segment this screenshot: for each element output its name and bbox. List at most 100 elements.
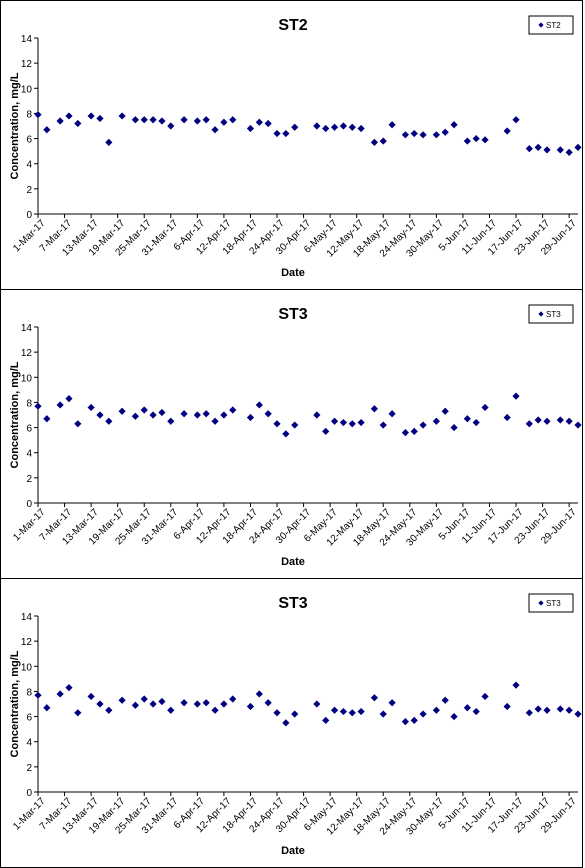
data-point (450, 712, 458, 721)
data-point (565, 417, 573, 425)
data-point (34, 402, 42, 410)
data-point (140, 116, 148, 124)
data-point (149, 411, 157, 419)
data-point (401, 718, 409, 726)
data-point (556, 416, 564, 424)
data-point (131, 701, 139, 709)
y-tick-label: 4 (26, 449, 32, 460)
data-point (379, 710, 387, 718)
data-point (56, 690, 64, 698)
data-point (211, 126, 219, 134)
x-axis-label: Date (281, 556, 305, 568)
data-point (229, 695, 237, 703)
data-point (472, 707, 480, 716)
data-point (96, 114, 104, 123)
data-point (255, 118, 263, 126)
data-point (220, 118, 228, 126)
y-tick-label: 0 (26, 210, 32, 221)
legend-box (528, 593, 574, 613)
legend-label: ST3 (546, 310, 561, 319)
data-point (330, 706, 339, 714)
data-point (503, 127, 511, 135)
y-tick-label: 2 (26, 474, 32, 485)
data-point (348, 123, 356, 131)
data-point (503, 413, 511, 422)
data-point (273, 420, 281, 428)
data-point (291, 123, 299, 131)
data-point (105, 417, 113, 425)
data-point (410, 129, 418, 138)
y-tick-label: 4 (26, 738, 32, 749)
data-point (357, 418, 365, 427)
data-point (246, 702, 255, 711)
data-point (401, 131, 409, 139)
data-point (379, 137, 387, 145)
data-point (96, 411, 104, 419)
data-point (410, 716, 418, 724)
data-point (74, 119, 82, 128)
data-point (255, 690, 263, 698)
data-point (87, 692, 95, 701)
data-point (543, 706, 551, 714)
data-point (388, 121, 396, 129)
data-point (193, 700, 201, 708)
data-point (339, 707, 348, 716)
data-point (441, 128, 449, 136)
data-point (481, 136, 489, 144)
data-point (180, 410, 188, 418)
data-point (158, 408, 166, 417)
data-point (574, 421, 582, 429)
chart-svg: ST3024681012141-Mar-177-Mar-1713-Mar-171… (9, 593, 582, 857)
data-point (220, 700, 228, 708)
data-point (512, 392, 520, 400)
y-tick-label: 12 (21, 348, 33, 359)
data-point (348, 420, 356, 428)
data-point (43, 415, 51, 423)
data-point (441, 696, 449, 704)
data-point (370, 138, 378, 146)
data-point (472, 418, 480, 427)
y-tick-label: 12 (21, 59, 33, 70)
data-point (432, 131, 440, 139)
data-point (432, 417, 440, 425)
legend-marker (538, 311, 544, 317)
data-point (388, 410, 396, 418)
legend-marker (538, 600, 544, 606)
data-point (246, 413, 255, 422)
data-point (525, 709, 533, 717)
y-axis-label: Concentration, mg/L (9, 72, 21, 179)
data-point (56, 117, 64, 125)
data-point (131, 116, 139, 124)
y-tick-label: 12 (21, 637, 33, 648)
legend-box (528, 304, 574, 324)
y-tick-label: 10 (21, 373, 33, 384)
data-point (525, 420, 533, 428)
data-point (565, 706, 573, 714)
y-tick-label: 14 (21, 323, 33, 334)
y-tick-label: 14 (21, 612, 33, 623)
data-point (574, 143, 582, 151)
data-point (450, 423, 458, 432)
data-point (388, 699, 396, 707)
data-point (167, 706, 175, 714)
data-point (313, 700, 321, 708)
data-point (534, 705, 542, 713)
data-point (34, 691, 42, 699)
y-axis-label: Concentration, mg/L (9, 650, 21, 757)
data-point (273, 129, 281, 138)
y-tick-label: 8 (26, 398, 32, 409)
data-point (322, 124, 330, 133)
data-point (291, 421, 299, 429)
data-point (370, 694, 378, 702)
chart-title: ST3 (278, 306, 307, 323)
data-point (472, 134, 480, 143)
data-point (282, 430, 290, 438)
data-point (158, 697, 166, 706)
legend-marker (538, 22, 544, 28)
y-tick-label: 6 (26, 713, 32, 724)
data-point (322, 716, 330, 724)
y-tick-label: 8 (26, 109, 32, 120)
data-point (149, 700, 157, 708)
data-point (282, 719, 290, 727)
data-point (273, 709, 281, 717)
